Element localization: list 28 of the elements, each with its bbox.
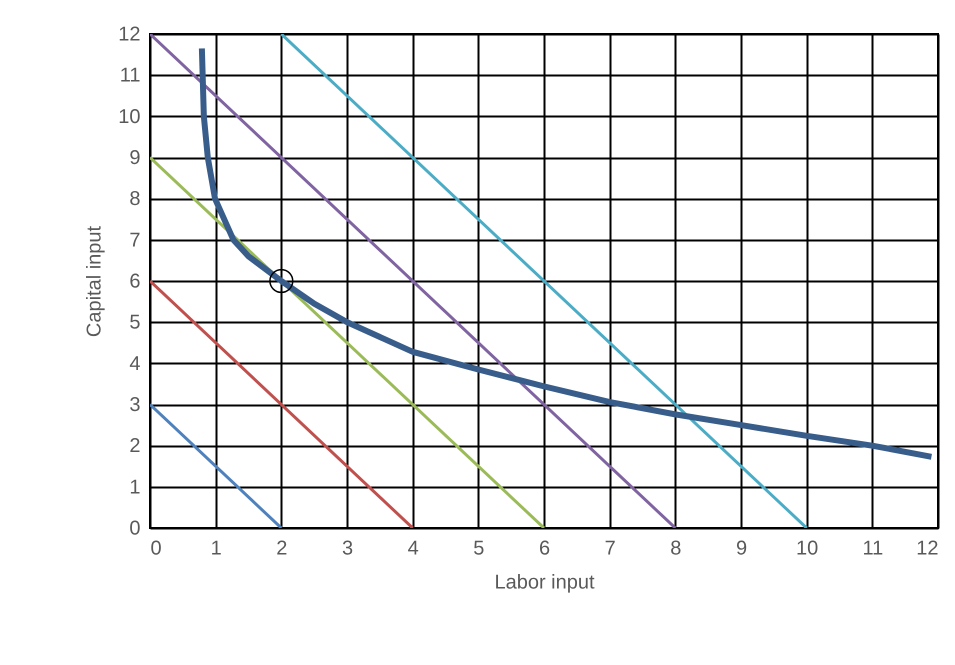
y-tick-label: 12 <box>118 24 140 46</box>
y-tick-label: 8 <box>129 188 140 210</box>
x-tick-label: 10 <box>796 538 818 560</box>
y-tick-label: 3 <box>129 394 140 416</box>
y-tick-label: 9 <box>129 147 140 169</box>
y-tick-label: 4 <box>129 352 140 375</box>
x-tick-label: 5 <box>473 538 484 560</box>
x-tick-label: 6 <box>538 538 550 560</box>
y-tick-label: 1 <box>129 476 140 498</box>
x-axis-title: Labor input <box>494 572 595 594</box>
y-tick-label: 6 <box>129 270 140 292</box>
y-tick-label: 7 <box>129 229 140 252</box>
x-tick-label: 2 <box>276 538 288 560</box>
x-tick-label: 12 <box>916 538 938 560</box>
y-tick-label: 0 <box>129 518 140 540</box>
y-tick-label: 2 <box>129 435 140 458</box>
x-tick-label: 11 <box>862 538 884 560</box>
x-tick-label: 4 <box>408 538 419 560</box>
x-tick-label: 9 <box>736 538 748 560</box>
y-tick-label: 5 <box>129 312 140 334</box>
y-tick-label: 11 <box>120 64 140 87</box>
x-tick-label: 0 <box>150 538 162 560</box>
x-tick-label: 3 <box>342 538 354 560</box>
x-tick-label: 8 <box>670 538 682 560</box>
y-axis-title: Capital input <box>83 225 106 338</box>
x-tick-label: 7 <box>604 538 616 560</box>
x-tick-label: 1 <box>210 538 222 560</box>
y-tick-label: 10 <box>118 106 140 128</box>
